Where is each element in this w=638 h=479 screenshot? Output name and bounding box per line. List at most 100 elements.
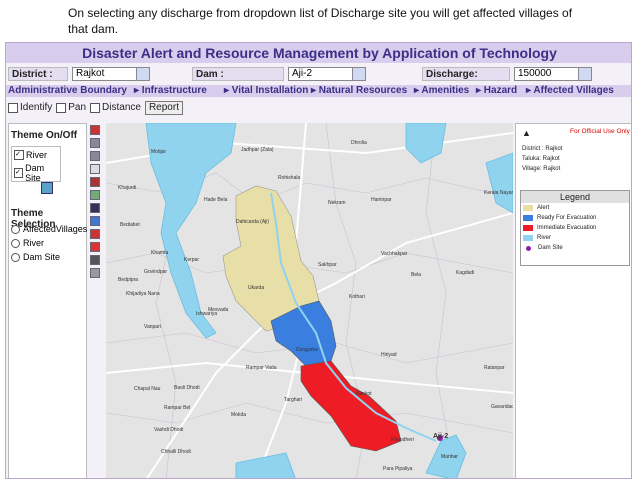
legend-label: River [537, 235, 552, 241]
legend-title: Legend [521, 191, 629, 203]
checkbox[interactable] [90, 103, 101, 113]
map-tool-icon[interactable] [90, 229, 100, 239]
app-title: Disaster Alert and Resource Management b… [6, 43, 631, 63]
tool-option[interactable]: Identify [8, 101, 52, 115]
legend-swatch [523, 205, 533, 211]
place-label: Ishwariya [196, 311, 217, 317]
district-select[interactable]: Rajkot [72, 67, 150, 81]
menu-item[interactable]: ▸ Infrastructure [134, 85, 207, 96]
place-label: Hamirpar [371, 197, 392, 203]
discharge-select[interactable]: 150000 [514, 67, 592, 81]
legend-swatch [523, 235, 533, 241]
radio[interactable] [11, 252, 20, 262]
refresh-icon[interactable] [41, 182, 53, 194]
map-tool-icon[interactable] [90, 268, 100, 278]
menu-item[interactable]: ▸ Natural Resources [311, 85, 408, 96]
place-label: Aji-2 [433, 433, 448, 440]
place-label: Vachhakpar [381, 251, 408, 257]
place-label: Chapal Nau [134, 386, 161, 392]
info-line: Taluka: Rajkot [522, 156, 560, 162]
place-label: Kerpar [184, 257, 199, 263]
place-label: Dahicarda (Aji) [236, 219, 269, 225]
map-tool-icon[interactable] [90, 138, 100, 148]
map-tool-icon[interactable] [90, 125, 100, 135]
north-arrow: ▲ [522, 128, 531, 138]
legend-item: Dam Site [521, 243, 629, 253]
legend-label: Dam Site [538, 245, 563, 251]
place-label: Motijar [151, 149, 166, 155]
place-label: Kerala Nayani [484, 190, 513, 196]
dam-select[interactable]: Aji-2 [288, 67, 366, 81]
legend-label: Ready For Evacuation [537, 215, 597, 221]
app-window: Disaster Alert and Resource Management b… [5, 42, 632, 479]
map-tool-icon[interactable] [90, 203, 100, 213]
place-label: Khamta [151, 250, 168, 256]
place-label: Hade Bela [204, 197, 228, 203]
place-label: Targhari [284, 397, 302, 403]
legend-item: Ready For Evacuation [521, 213, 629, 223]
theme-panel: Theme On/Off ✓ River ✓ Dam Site Theme Selec… [8, 123, 87, 478]
place-label: Mokda [231, 412, 246, 418]
legend-swatch [526, 245, 531, 251]
place-label: Sakhpar [318, 262, 337, 268]
layer-row[interactable]: ✓ Dam Site [14, 163, 58, 183]
map-tool-icon[interactable] [90, 164, 100, 174]
legend-label: Alert [537, 205, 550, 211]
place-label: Khajurdi [118, 185, 136, 191]
layer-row[interactable]: ✓ River [14, 150, 58, 160]
menu-item[interactable]: ▸ Hazard [476, 85, 518, 96]
notice: For Official Use Only [570, 128, 630, 135]
layer-label: River [26, 150, 48, 160]
option-row[interactable]: River [11, 238, 87, 248]
map-tool-icon[interactable] [90, 255, 100, 265]
ready-zone [270, 300, 337, 367]
place-label: Gavaridad [491, 404, 513, 410]
place-label: Mesvada [208, 307, 229, 313]
radio[interactable] [11, 238, 20, 248]
place-label: Bela [411, 272, 421, 278]
immediate-zone [300, 360, 402, 452]
place-label: Nekram [328, 200, 346, 206]
map-tool-icon[interactable] [90, 242, 100, 252]
place-label: Jadhpar (Zala) [241, 147, 274, 153]
map: Jadhpar (Zala) Dhrolia Motijar Rohishala Kha… [106, 123, 513, 478]
menu-item[interactable]: Administrative Boundary [8, 85, 127, 96]
map-tool-icon[interactable] [90, 151, 100, 161]
menu-item[interactable]: ▸ Amenities [414, 85, 470, 96]
place-label: Khijadiya Nana [126, 291, 160, 297]
map-tool-icon[interactable] [90, 177, 100, 187]
place-label: Khandheri [391, 437, 414, 443]
dam-site [437, 435, 443, 441]
radio[interactable] [11, 224, 20, 234]
report-button[interactable]: Report [144, 101, 183, 115]
option-row[interactable]: AffectedVillages [11, 224, 87, 234]
option-row[interactable]: Dam Site [11, 252, 87, 262]
tool-option[interactable]: Pan [56, 101, 86, 115]
checkbox[interactable] [8, 103, 18, 113]
rivers [145, 123, 513, 478]
layer-label: Dam Site [25, 163, 45, 183]
caption: On selecting any discharge from dropdown… [68, 6, 573, 36]
place-label: Kankot [356, 391, 372, 397]
place-label: Baoli Dhodi [174, 385, 200, 391]
tool-label: Distance [102, 102, 141, 113]
filter-label: Discharge: [422, 67, 510, 81]
checkbox[interactable]: ✓ [14, 150, 24, 160]
info-line: District : Rajkot [522, 146, 563, 152]
place-label: Dhrolia [351, 140, 367, 146]
legend-swatch [523, 215, 533, 221]
checkbox[interactable] [56, 103, 67, 113]
info-line: Village: Rajkot [522, 166, 561, 172]
place-label: Chhalli Dhodi [161, 449, 191, 455]
place-label: Para Pipaliya [383, 466, 413, 472]
map-tool-icon[interactable] [90, 190, 100, 200]
tool-option[interactable]: Distance [90, 101, 141, 115]
place-label: Kothari [349, 294, 365, 300]
place-label: Rampar Bel [164, 405, 190, 411]
option-label: River [23, 238, 45, 248]
menu-item[interactable]: ▸ Affected Villages [526, 85, 614, 96]
map-tool-icon[interactable] [90, 216, 100, 226]
menu-item[interactable]: ▸ Vital Installation [224, 85, 309, 96]
checkbox[interactable]: ✓ [14, 168, 24, 178]
